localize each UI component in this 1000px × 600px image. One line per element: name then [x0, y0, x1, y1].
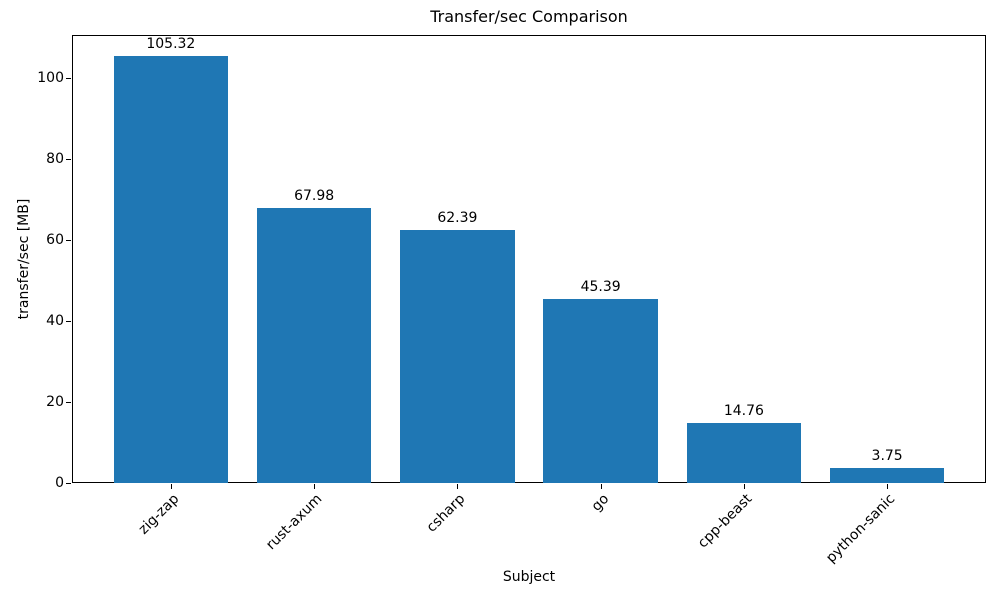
- y-tick-mark: [66, 239, 71, 241]
- y-tick-label: 40: [46, 312, 64, 329]
- bar-zig-zap: [113, 56, 229, 483]
- x-tick-mark: [600, 484, 602, 489]
- x-tick-mark: [743, 484, 745, 489]
- bar-value-label: 3.75: [871, 447, 903, 464]
- y-tick-label: 20: [46, 393, 64, 410]
- bar-rust-axum: [256, 207, 372, 483]
- y-tick-mark: [66, 483, 71, 484]
- y-tick-label: 60: [46, 231, 64, 248]
- y-tick-label: 80: [46, 150, 64, 167]
- y-tick-mark: [66, 401, 71, 403]
- bar-go: [543, 299, 658, 483]
- bar-python-sanic: [829, 467, 945, 483]
- x-tick-mark: [170, 484, 172, 489]
- chart-title: Transfer/sec Comparison: [430, 7, 628, 26]
- y-tick-label: 100: [37, 69, 64, 86]
- bar-value-label: 67.98: [294, 187, 335, 204]
- y-tick-mark: [66, 158, 71, 160]
- bar-value-label: 45.39: [580, 279, 621, 296]
- bar-value-label: 14.76: [723, 403, 764, 420]
- bar-csharp: [400, 230, 515, 483]
- x-tick-mark: [457, 484, 459, 489]
- y-tick-mark: [66, 77, 71, 79]
- bar-value-label: 105.32: [146, 36, 196, 53]
- y-tick-mark: [66, 320, 71, 322]
- y-tick-label: 0: [55, 475, 64, 491]
- x-axis-label: Subject: [502, 569, 556, 585]
- x-tick-mark: [887, 484, 889, 489]
- x-tick-mark: [314, 484, 316, 489]
- bar-cpp-beast: [686, 423, 802, 483]
- y-axis-label: transfer/sec [MB]: [16, 198, 32, 320]
- bar-value-label: 62.39: [437, 210, 478, 227]
